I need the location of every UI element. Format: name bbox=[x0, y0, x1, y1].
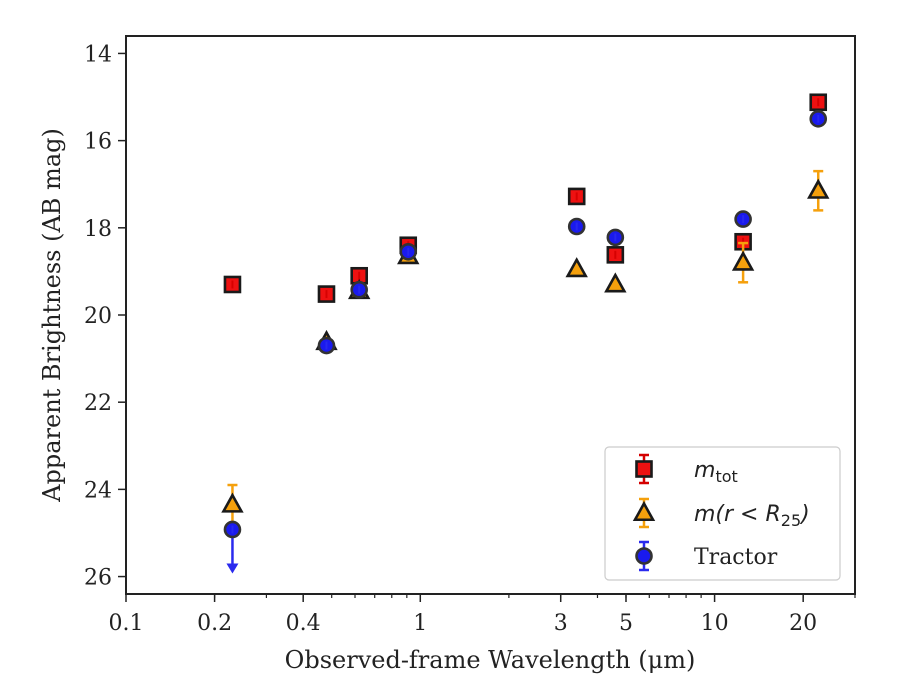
legend-label: Tractor bbox=[694, 545, 778, 570]
x-tick-label: 0.2 bbox=[197, 611, 232, 636]
upper-limit-arrow bbox=[226, 563, 239, 574]
legend-marker-square bbox=[635, 460, 653, 478]
legend: mtot m(r < R25) Tractor bbox=[604, 446, 841, 581]
axis-ticks: 0.1 0.2 0.4 1 3 5 10 20 14 16 18 20 22 24 26 bbox=[84, 42, 856, 636]
plot-frame bbox=[125, 35, 856, 595]
y-tick-label: 22 bbox=[84, 391, 112, 416]
x-tick-label: 5 bbox=[619, 611, 633, 636]
y-tick-label: 26 bbox=[84, 566, 112, 591]
data-marks bbox=[221, 93, 830, 574]
y-tick-label: 18 bbox=[84, 217, 112, 242]
y-tick-label: 24 bbox=[84, 478, 112, 503]
legend-marker-circle bbox=[635, 547, 653, 565]
x-axis-label: Observed-frame Wavelength (μm) bbox=[285, 646, 696, 674]
x-tick-label: 0.4 bbox=[286, 611, 321, 636]
legend-item-tractor: Tractor bbox=[635, 540, 778, 572]
x-tick-label: 10 bbox=[701, 611, 729, 636]
x-tick-label: 1 bbox=[413, 611, 427, 636]
y-tick-label: 20 bbox=[84, 304, 112, 329]
x-tick-label: 20 bbox=[789, 611, 817, 636]
legend-box bbox=[604, 446, 841, 581]
y-tick-label: 16 bbox=[84, 130, 112, 155]
x-tick-label: 0.1 bbox=[109, 611, 144, 636]
y-tick-label: 14 bbox=[84, 42, 112, 67]
y-axis-label: Apparent Brightness (AB mag) bbox=[38, 128, 66, 503]
legend-item-mr25: m(r < R25) bbox=[632, 497, 810, 530]
legend-label: m(r < R25) bbox=[694, 502, 810, 530]
legend-marker-triangle bbox=[632, 500, 656, 522]
legend-label: mtot bbox=[694, 458, 738, 486]
series-circle bbox=[223, 110, 828, 574]
legend-item-mtot: mtot bbox=[635, 453, 738, 486]
x-tick-label: 3 bbox=[554, 611, 568, 636]
